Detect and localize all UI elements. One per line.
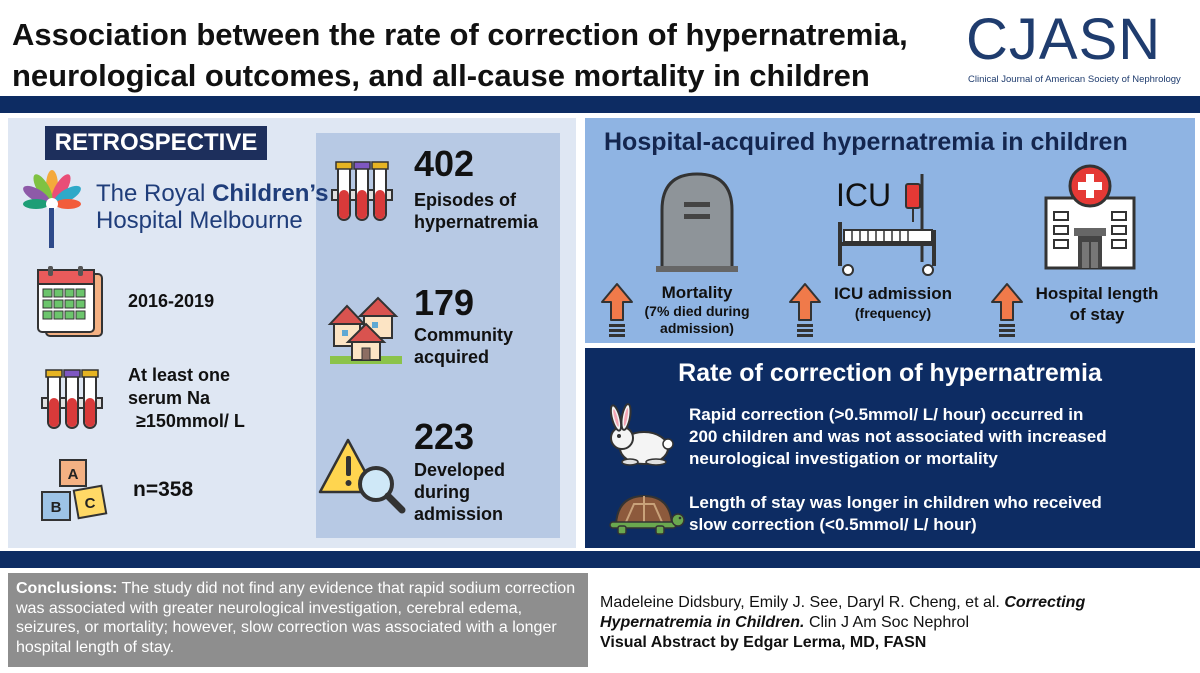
block-letter-a: A xyxy=(68,466,79,483)
inclusion-criteria: At least one serum Na ≥150mmol/ L xyxy=(128,365,245,431)
sample-size: n=358 xyxy=(133,478,194,501)
logo-wordmark: CJASN xyxy=(966,7,1162,72)
outcome-length-of-stay: Hospital length of stay xyxy=(1035,284,1159,324)
conclusions-label: Conclusions: xyxy=(16,580,118,597)
turtle-icon xyxy=(609,494,685,535)
houses-icon xyxy=(327,296,402,364)
citation-journal: Clin J Am Soc Nephrol xyxy=(804,614,970,631)
stat-episodes-value: 402 xyxy=(414,143,475,184)
study-design-badge: RETROSPECTIVE xyxy=(45,126,267,160)
divider-band-bottom xyxy=(0,551,1200,568)
outcome-icu-admission: ICU admission (frequency) xyxy=(833,284,953,321)
study-period: 2016-2019 xyxy=(128,291,215,311)
stat-community-value: 179 xyxy=(414,282,475,323)
test-tubes-icon xyxy=(41,369,103,429)
page-title: Association between the rate of correcti… xyxy=(12,14,962,96)
up-arrow-icon xyxy=(991,283,1023,337)
logo-subtitle: Clinical Journal of American Society of … xyxy=(968,74,1181,85)
stat-admission-value: 223 xyxy=(414,416,475,457)
citation-authors: Madeleine Didsbury, Emily J. See, Daryl … xyxy=(600,594,1005,611)
block-letter-b: B xyxy=(51,499,62,516)
stat-episodes-label: Episodes of hypernatremia xyxy=(414,190,539,232)
header: Association between the rate of correcti… xyxy=(0,0,1200,96)
up-arrow-icon xyxy=(601,283,633,337)
institution-logo: The Royal Children’s Hospital Melbourne xyxy=(16,168,329,250)
journal-logo: CJASN Clinical Journal of American Socie… xyxy=(966,8,1194,92)
test-tubes-icon xyxy=(331,161,393,221)
icu-bed-icon: ICU xyxy=(836,174,936,276)
up-arrow-icon xyxy=(789,283,821,337)
rabbit-icon xyxy=(609,403,674,466)
title-line-1: Association between the rate of correcti… xyxy=(12,17,908,52)
tombstone-icon xyxy=(656,172,738,272)
conclusions-text: The study did not find any evidence that… xyxy=(16,580,576,656)
rapid-correction-finding: Rapid correction (>0.5mmol/ L/ hour) occ… xyxy=(689,405,1107,468)
tree-logo-icon xyxy=(23,170,81,248)
hospital-panel-title: Hospital-acquired hypernatremia in child… xyxy=(604,128,1128,156)
visual-abstract-credit: Visual Abstract by Edgar Lerma, MD, FASN xyxy=(600,634,927,651)
calendar-icon xyxy=(37,266,103,337)
institution-line-1: The Royal Children’s xyxy=(96,180,329,207)
warning-magnifier-icon xyxy=(318,438,406,514)
rate-panel-title: Rate of correction of hypernatremia xyxy=(678,359,1102,387)
slow-correction-finding: Length of stay was longer in children wh… xyxy=(689,493,1102,534)
block-letter-c: C xyxy=(85,495,96,512)
stat-admission-label: Developed during admission xyxy=(414,460,506,524)
outcome-mortality: Mortality (7% died during admission) xyxy=(644,283,750,336)
citation-article: Correcting Hypernatremia in Children. xyxy=(600,594,1086,631)
hospital-building-icon xyxy=(1044,164,1136,270)
title-line-2: neurological outcomes, and all-cause mor… xyxy=(12,58,870,93)
stat-community-label: Community acquired xyxy=(414,325,513,367)
divider-band-top xyxy=(0,96,1200,113)
icu-sign: ICU xyxy=(836,177,891,213)
institution-line-2: Hospital Melbourne xyxy=(96,207,303,234)
rate-of-correction-panel xyxy=(585,348,1195,548)
alphabet-blocks-icon: A B C xyxy=(41,459,108,521)
citation: Madeleine Didsbury, Emily J. See, Daryl … xyxy=(600,593,1195,653)
conclusions-box: Conclusions: The study did not find any … xyxy=(8,573,588,667)
